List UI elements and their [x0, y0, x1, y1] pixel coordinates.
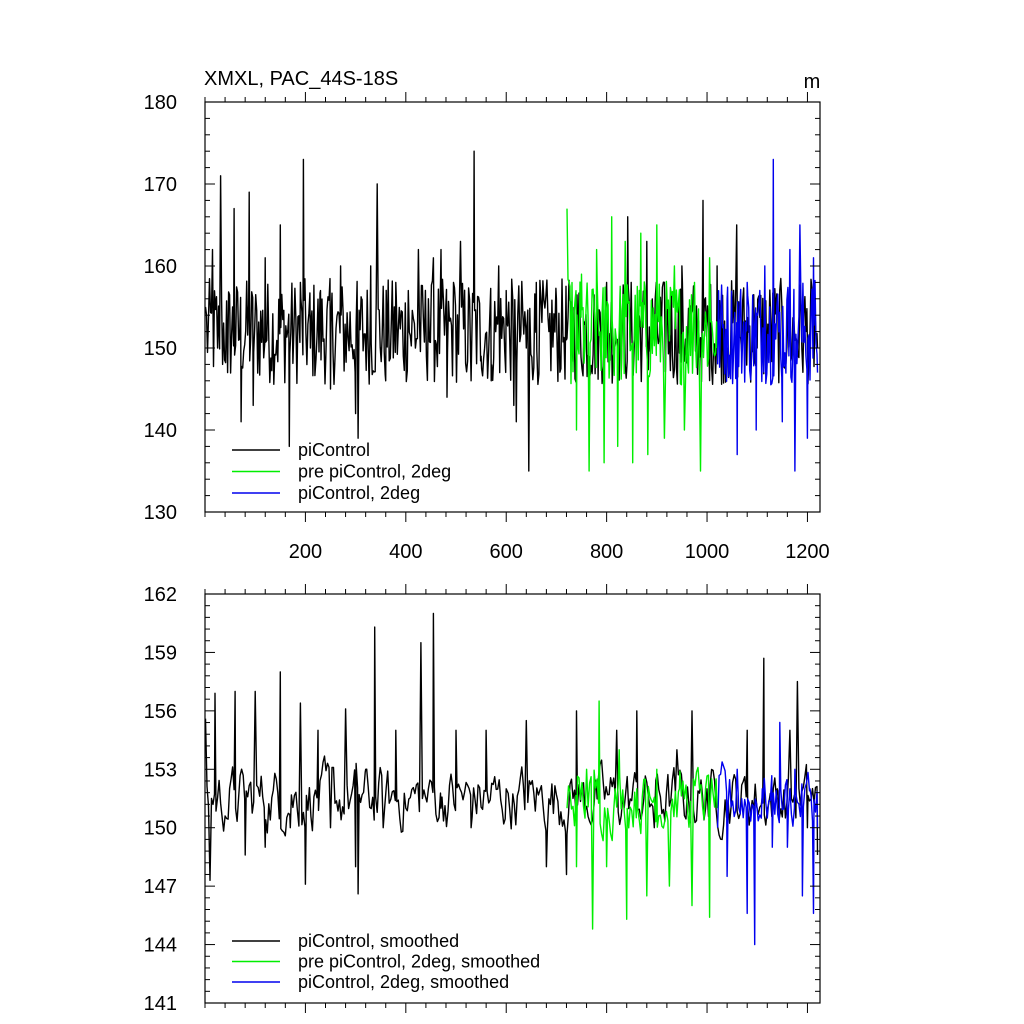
y-tick-label: 147 — [144, 876, 177, 898]
top-series-group — [205, 150, 819, 472]
y-tick-label: 140 — [144, 420, 177, 442]
series-line-1 — [566, 700, 718, 930]
series-line-2 — [716, 721, 819, 946]
y-tick-label: 130 — [144, 502, 177, 524]
bottom-axes: 141 144 147 150 153 156 159 162 — [144, 584, 821, 1015]
series-line-1 — [566, 208, 718, 472]
plot-frame — [204, 101, 821, 513]
chart-title: XMXL, PAC_44S-18S — [204, 68, 398, 90]
legend-label: pre piControl, 2deg, smoothed — [298, 952, 540, 972]
x-tick-label: 800 — [590, 541, 623, 563]
series-lines — [205, 150, 819, 472]
y-tick-label: 150 — [144, 338, 177, 360]
x-tick-label: 1000 — [685, 541, 730, 563]
x-tick-label: 600 — [490, 541, 523, 563]
legend-label: piControl, 2deg, smoothed — [298, 972, 509, 992]
y-tick-label: 170 — [144, 174, 177, 196]
series-lines — [205, 612, 819, 946]
legend-label: piControl, 2deg — [298, 483, 420, 503]
y-tick-label: 162 — [144, 584, 177, 606]
legend-label: piControl — [298, 440, 370, 460]
series-line-0 — [205, 150, 819, 472]
bottom-panel: 141 144 147 150 153 156 159 162 piControl, smoo… — [144, 584, 821, 1015]
y-tick-label: 141 — [144, 993, 177, 1015]
bottom-series-group — [205, 612, 819, 946]
x-tick-label: 1200 — [785, 541, 830, 563]
top-panel: XMXL, PAC_44S-18S m 130 140 150 160 170 180 20… — [144, 68, 830, 563]
x-tick-label: 400 — [389, 541, 422, 563]
series-line-2 — [716, 158, 819, 472]
units-label: m — [804, 71, 821, 93]
top-axes: 130 140 150 160 170 180 200 400 600 800 1000 1200 — [144, 92, 830, 563]
y-tick-label: 156 — [144, 701, 177, 723]
legend-label: pre piControl, 2deg — [298, 462, 451, 482]
y-tick-label: 160 — [144, 256, 177, 278]
y-tick-label: 153 — [144, 759, 177, 781]
y-tick-label: 159 — [144, 642, 177, 664]
legend-label: piControl, smoothed — [298, 931, 459, 951]
y-tick-label: 150 — [144, 818, 177, 840]
x-tick-label: 200 — [289, 541, 322, 563]
y-tick-label: 180 — [144, 92, 177, 114]
series-line-0 — [205, 612, 819, 895]
plot-frame — [204, 593, 821, 1004]
y-tick-label: 144 — [144, 935, 177, 957]
